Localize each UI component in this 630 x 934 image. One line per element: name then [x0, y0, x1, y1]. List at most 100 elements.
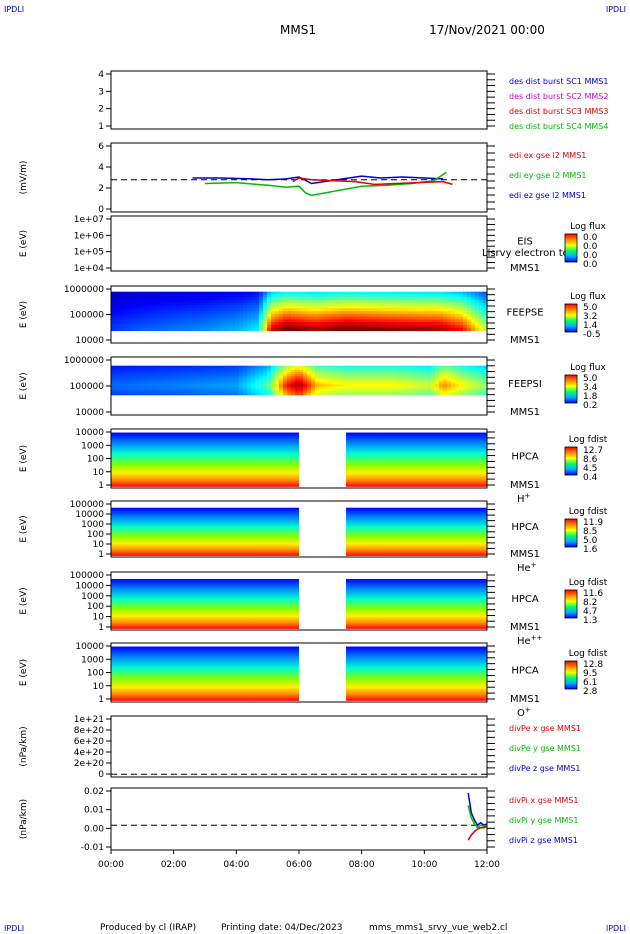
heatmap-cell: [127, 365, 132, 369]
heatmap-cell: [115, 386, 120, 390]
heatmap-cell: [427, 390, 432, 394]
heatmap-cell: [379, 311, 384, 315]
heatmap-cell: [447, 291, 452, 296]
heatmap-cell: [427, 384, 432, 388]
heatmap-cell: [395, 378, 400, 381]
heatmap-cell: [435, 369, 440, 373]
heatmap-cell: [171, 305, 176, 309]
heatmap-cell: [379, 392, 384, 396]
heatmap-cell: [475, 369, 480, 373]
heatmap-cell: [279, 319, 284, 323]
heatmap-cell: [275, 297, 280, 301]
heatmap-cell: [279, 392, 284, 396]
heatmap-cell: [171, 300, 176, 304]
heatmap-cell: [159, 297, 164, 301]
heatmap-cell: [291, 392, 296, 396]
heatmap-cell: [467, 311, 472, 315]
heatmap-cell: [391, 392, 396, 396]
heatmap-cell: [155, 369, 160, 373]
heatmap-cell: [379, 324, 384, 329]
heatmap-cell: [259, 382, 264, 385]
heatmap-cell: [235, 297, 240, 301]
heatmap-cell: [211, 297, 216, 301]
heatmap-cell: [363, 291, 368, 296]
heatmap-cell: [291, 384, 296, 388]
heatmap-cell: [319, 322, 324, 326]
heatmap-cell: [303, 297, 308, 301]
heatmap-cell: [419, 390, 424, 394]
heatmap-cell: [263, 308, 268, 312]
heatmap-cell: [123, 291, 128, 296]
heatmap-cell: [335, 384, 340, 388]
heatmap-cell: [415, 371, 420, 375]
heatmap-cell: [419, 378, 424, 381]
heatmap-cell: [199, 324, 204, 329]
heatmap-cell: [227, 308, 232, 312]
heatmap-cell: [267, 324, 272, 329]
heatmap-cell: [239, 378, 244, 381]
heatmap-cell: [183, 369, 188, 373]
heatmap-cell: [295, 378, 300, 381]
heatmap-cell: [135, 322, 140, 326]
heatmap-cell: [303, 392, 308, 396]
heatmap-cell: [187, 327, 192, 332]
heatmap-cell: [307, 308, 312, 312]
heatmap-cell: [139, 367, 144, 371]
heatmap-cell: [435, 373, 440, 377]
heatmap-cell: [219, 369, 224, 373]
heatmap-cell: [191, 378, 196, 381]
heatmap-cell: [287, 302, 292, 307]
heatmap-cell: [123, 373, 128, 377]
heatmap-cell: [455, 305, 460, 309]
heatmap-cell: [283, 300, 288, 304]
heatmap-cell: [243, 305, 248, 309]
heatmap-cell: [215, 327, 220, 332]
heatmap-cell: [267, 384, 272, 388]
heatmap-cell: [239, 311, 244, 315]
heatmap-cell: [467, 390, 472, 394]
heatmap-cell: [171, 324, 176, 329]
heatmap-cell: [267, 373, 272, 377]
heatmap-cell: [111, 376, 116, 379]
heatmap-cell: [315, 308, 320, 312]
heatmap-cell: [339, 327, 344, 332]
heatmap-cell: [227, 371, 232, 375]
heatmap-cell: [467, 382, 472, 385]
heatmap-cell: [203, 311, 208, 315]
heatmap-cell: [119, 311, 124, 315]
heatmap-cell: [399, 382, 404, 385]
heatmap-cell: [119, 319, 124, 323]
colorbar-tick-label: 0.0: [583, 242, 598, 252]
heatmap-cell: [271, 324, 276, 329]
heatmap-cell: [415, 316, 420, 320]
y-tick-label: 1e+05: [74, 248, 104, 258]
heatmap-cell: [227, 302, 232, 307]
heatmap-cell: [223, 297, 228, 301]
heatmap-cell: [435, 291, 440, 296]
heatmap-cell: [267, 319, 272, 323]
heatmap-cell: [211, 367, 216, 371]
heatmap-cell: [243, 373, 248, 377]
heatmap-cell: [467, 294, 472, 298]
heatmap-cell: [267, 365, 272, 369]
heatmap-cell: [355, 386, 360, 390]
heatmap-cell: [159, 388, 164, 392]
heatmap-cell: [339, 369, 344, 373]
heatmap-cell: [127, 390, 132, 394]
heatmap-cell: [167, 324, 172, 329]
heatmap-cell: [295, 319, 300, 323]
heatmap-cell: [375, 371, 380, 375]
heatmap-cell: [403, 327, 408, 332]
heatmap-cell: [459, 302, 464, 307]
heatmap-cell: [227, 386, 232, 390]
heatmap-cell: [379, 369, 384, 373]
heatmap-cell: [219, 324, 224, 329]
heatmap-cell: [387, 390, 392, 394]
heatmap-cell: [115, 316, 120, 320]
heatmap-cell: [399, 380, 404, 383]
heatmap-cell: [403, 297, 408, 301]
heatmap-cell: [351, 300, 356, 304]
heatmap-cell: [231, 367, 236, 371]
heatmap-cell: [439, 294, 444, 298]
